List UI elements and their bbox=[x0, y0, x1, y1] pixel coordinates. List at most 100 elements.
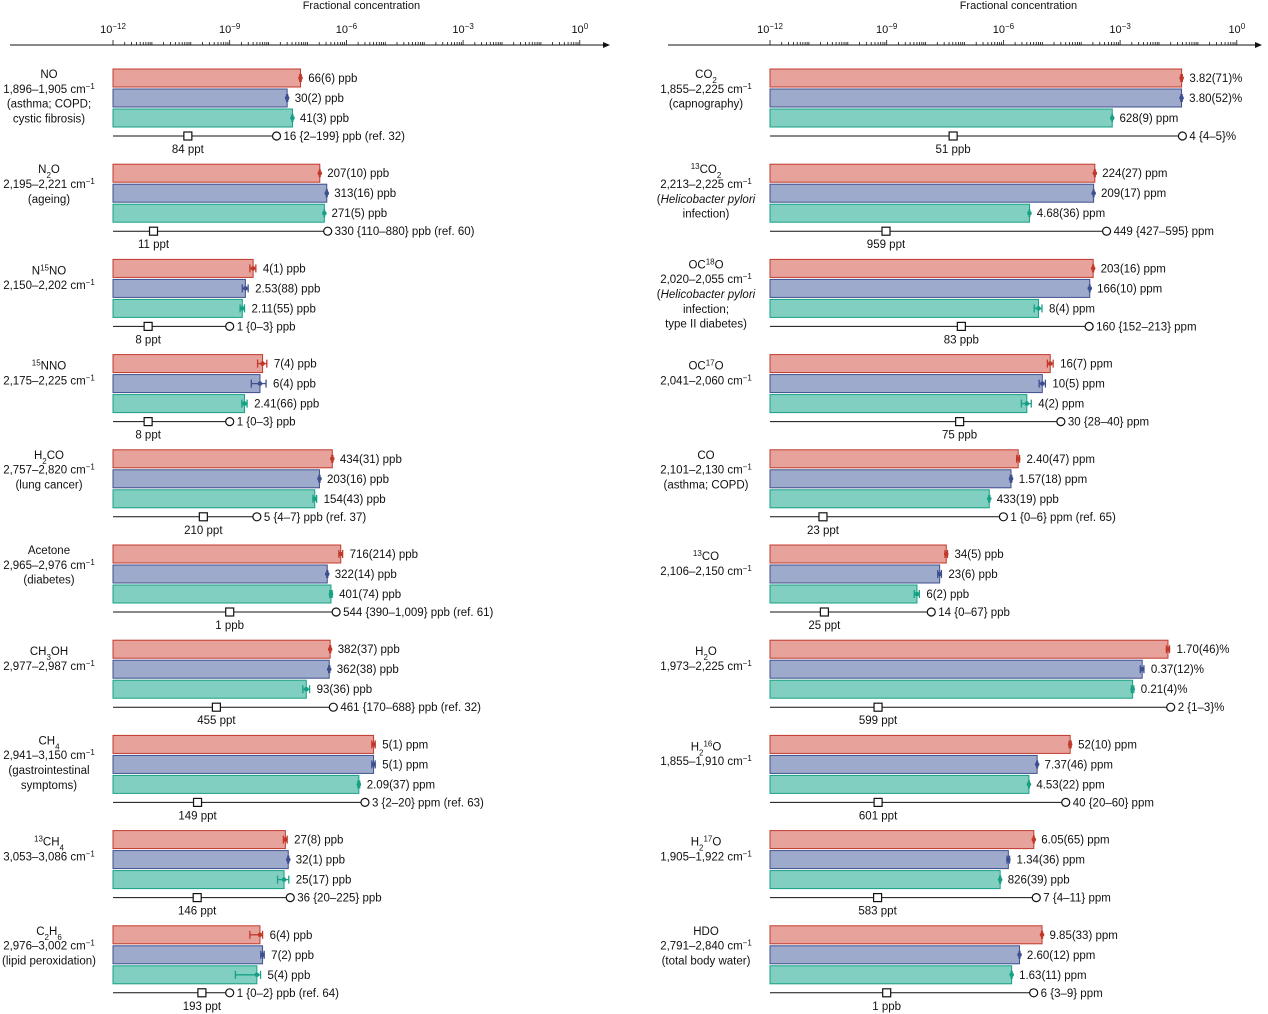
bar-value-label: 3.80(52)% bbox=[1189, 93, 1242, 105]
label-segment: 6 bbox=[57, 932, 62, 941]
molecule-label-line: 1,905–1,922 cm−1 bbox=[660, 849, 752, 864]
tick-exponent: −6 bbox=[1005, 22, 1015, 31]
bar-value-marker bbox=[1006, 857, 1011, 862]
bar-value-marker bbox=[1008, 476, 1014, 482]
label-segment: 2,977–2,987 cm bbox=[3, 661, 85, 673]
label-segment: 13 bbox=[693, 549, 702, 558]
molecule-name: CH4 bbox=[38, 735, 60, 751]
label-segment: −1 bbox=[86, 373, 96, 382]
molecule-label-line: type II diabetes) bbox=[665, 319, 747, 331]
x-axis-arrow bbox=[1255, 42, 1262, 48]
detection-limit-marker bbox=[148, 226, 159, 236]
molecule-label-line: infection; bbox=[683, 304, 729, 316]
bar-value-label: 203(16) ppm bbox=[1101, 263, 1166, 275]
bar bbox=[112, 734, 375, 754]
bar bbox=[769, 584, 918, 604]
label-segment: 2,213–2,225 cm bbox=[660, 179, 742, 191]
reference-marker bbox=[323, 226, 333, 236]
label-segment: 2 bbox=[703, 653, 708, 662]
molecule-label-line: 3,053–3,086 cm−1 bbox=[3, 849, 95, 864]
bar bbox=[769, 183, 1095, 203]
label-segment: H bbox=[49, 926, 57, 938]
molecule-label-line: cystic fibrosis) bbox=[13, 113, 85, 125]
molecule-label-line: 2,106–2,150 cm−1 bbox=[660, 563, 752, 578]
label-segment: H bbox=[691, 837, 699, 849]
molecule-label-line: 2,195–2,221 cm−1 bbox=[3, 177, 95, 192]
reference-label: 14 {0–67} ppb bbox=[938, 607, 1010, 619]
bar bbox=[112, 163, 321, 183]
bar-value-label: 4.53(22) ppm bbox=[1036, 779, 1104, 791]
detection-limit-label: 601 ppt bbox=[859, 810, 898, 822]
label-segment: −1 bbox=[743, 754, 753, 763]
bar bbox=[112, 298, 243, 318]
label-segment: CO bbox=[700, 164, 717, 176]
bar-value-marker bbox=[250, 266, 256, 271]
bar bbox=[769, 925, 1043, 945]
bar bbox=[769, 203, 1030, 223]
tick-base: 10 bbox=[1228, 24, 1240, 36]
label-segment: −1 bbox=[743, 272, 753, 281]
bar bbox=[769, 354, 1051, 374]
molecule-label-line: 1,855–1,910 cm−1 bbox=[660, 754, 752, 769]
bar bbox=[769, 258, 1094, 278]
bar-value-marker bbox=[257, 932, 263, 938]
label-segment: 2 bbox=[699, 843, 704, 852]
label-segment: 17 bbox=[706, 358, 715, 367]
label-segment: −1 bbox=[743, 373, 753, 382]
detection-limit-marker bbox=[819, 607, 829, 617]
label-segment: −1 bbox=[86, 278, 96, 287]
bar-value-marker bbox=[257, 381, 263, 386]
molecule-label-line: 1,973–2,225 cm−1 bbox=[660, 659, 752, 674]
bar-value-label: 628(9) ppm bbox=[1120, 113, 1179, 125]
label-segment: 18 bbox=[706, 257, 715, 266]
label-segment: OH bbox=[51, 646, 68, 658]
bar-value-marker bbox=[243, 286, 248, 291]
reference-label: 40 {20–60} ppm bbox=[1073, 797, 1154, 809]
tick-base: 10 bbox=[993, 24, 1005, 36]
detection-limit-label: 149 ppt bbox=[178, 810, 217, 822]
molecule-name: H216O bbox=[691, 739, 722, 757]
detection-limit-label: 210 ppt bbox=[184, 525, 223, 537]
label-segment: 3,053–3,086 cm bbox=[3, 851, 85, 863]
x-tick-label: 10−3 bbox=[452, 22, 474, 37]
label-segment: (diabetes) bbox=[23, 575, 74, 587]
bar-value-marker bbox=[1039, 932, 1045, 938]
label-segment: 2 bbox=[45, 932, 50, 941]
label-segment: CO bbox=[695, 69, 712, 81]
label-segment: 3 bbox=[46, 653, 51, 662]
label-segment: NO bbox=[49, 265, 66, 277]
label-segment: −1 bbox=[86, 557, 96, 566]
bar bbox=[112, 564, 328, 584]
label-segment: 1,896–1,905 cm bbox=[3, 84, 85, 96]
molecule-label-line: 2,101–2,130 cm−1 bbox=[660, 462, 752, 477]
reference-label: 5 {4–7} ppb (ref. 37) bbox=[264, 512, 366, 524]
tick-exponent: 0 bbox=[584, 22, 589, 31]
bar-value-marker bbox=[240, 306, 245, 311]
label-segment: Helicobacter pylori bbox=[661, 194, 756, 206]
detection-limit-label: 1 ppb bbox=[215, 620, 244, 632]
detection-limit-label: 959 ppt bbox=[867, 239, 906, 251]
reference-label: 3 {2–20} ppm (ref. 63) bbox=[372, 797, 484, 809]
reference-marker bbox=[926, 607, 936, 617]
label-segment: CH bbox=[43, 837, 60, 849]
bar-value-marker bbox=[290, 115, 295, 121]
bar bbox=[769, 945, 1021, 965]
label-segment: 2,976–3,002 cm bbox=[3, 941, 85, 953]
tick-exponent: −12 bbox=[769, 22, 783, 31]
molecule-name: CO bbox=[697, 450, 714, 462]
detection-limit-label: 83 ppb bbox=[944, 334, 979, 346]
reference-marker bbox=[225, 321, 235, 331]
label-segment: 2 bbox=[717, 171, 722, 180]
label-segment: 13 bbox=[691, 162, 700, 171]
x-tick-label: 100 bbox=[1228, 22, 1245, 37]
bar bbox=[769, 449, 1019, 469]
x-tick-label: 10−12 bbox=[100, 22, 126, 37]
reference-marker bbox=[1056, 417, 1066, 427]
bar-value-marker bbox=[1179, 95, 1184, 101]
label-segment: −1 bbox=[86, 938, 96, 947]
bar bbox=[112, 679, 307, 699]
